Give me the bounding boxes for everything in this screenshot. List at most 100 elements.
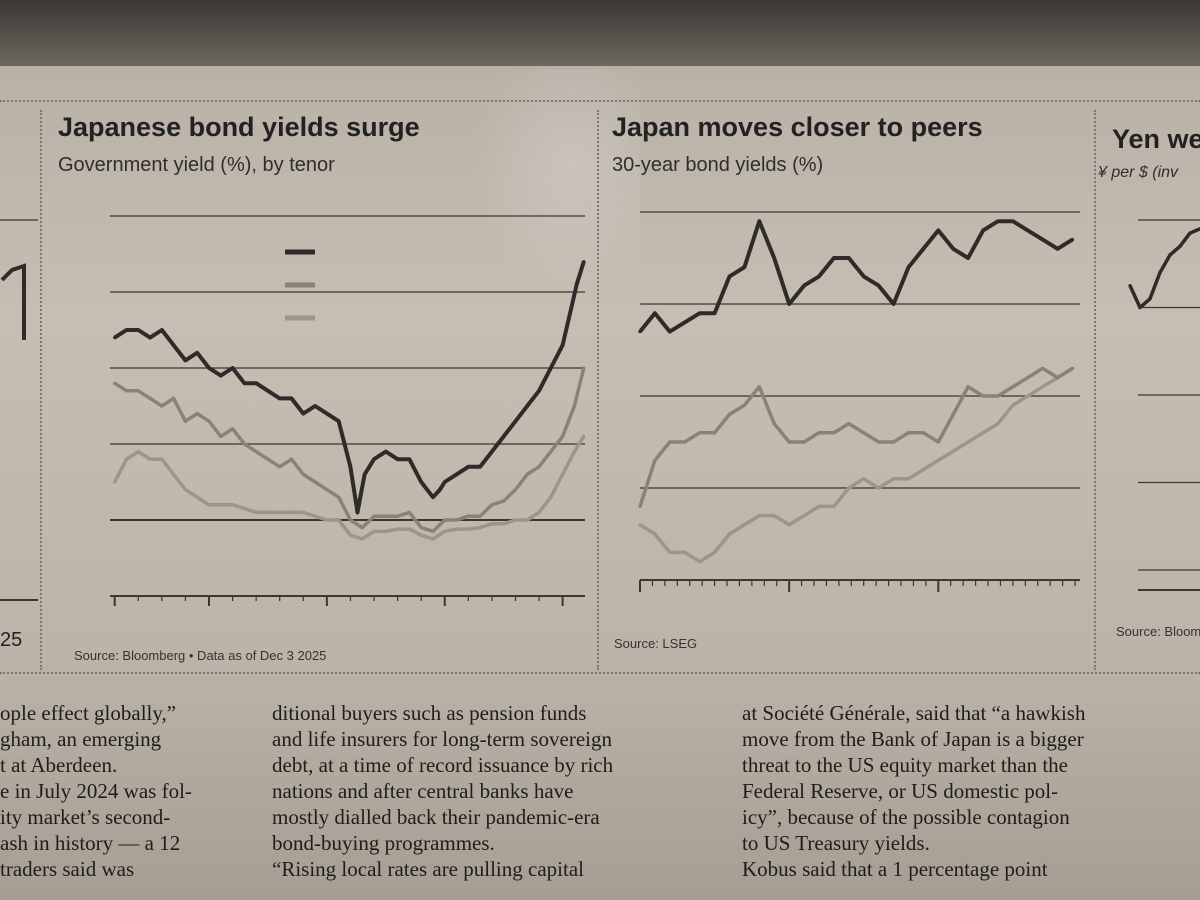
series-point-30y xyxy=(575,282,579,286)
series-point-30y xyxy=(396,457,400,461)
series-point-usdjpy xyxy=(1148,297,1152,301)
series-point-us xyxy=(921,247,925,251)
series-point-2y xyxy=(419,533,423,537)
series-point-japan xyxy=(638,523,642,527)
article-line: icy”, because of the possible contagion xyxy=(742,805,1070,829)
series-point-30y xyxy=(466,465,470,469)
series-point-10y xyxy=(113,381,117,385)
bottom-rule xyxy=(0,672,1200,674)
article-line: Kobus said that a 1 percentage point xyxy=(742,857,1048,881)
series-point-us xyxy=(906,265,911,269)
paper-crease xyxy=(470,70,640,300)
series-point-30y xyxy=(384,450,388,454)
series-point-germany xyxy=(698,431,702,435)
series-point-30y xyxy=(438,488,442,492)
series-point-us xyxy=(1026,228,1030,232)
series-point-2y xyxy=(407,527,411,531)
series-point-usdjpy xyxy=(1178,244,1182,248)
series-point-2y xyxy=(266,510,270,514)
article-line: Federal Reserve, or US domestic pol- xyxy=(742,779,1059,803)
series-point-10y xyxy=(525,472,529,476)
series-point-germany xyxy=(847,422,851,426)
series-point-10y xyxy=(372,514,376,518)
series-point-2y xyxy=(231,503,235,507)
series-point-japan xyxy=(847,486,851,490)
series-point-10y xyxy=(582,366,586,370)
series-point-germany xyxy=(892,440,896,444)
series-point-30y xyxy=(113,336,117,340)
article-line: at Société Générale, said that “a hawkis… xyxy=(742,701,1086,725)
article-line: t at Aberdeen. xyxy=(0,753,118,777)
series-line-30y xyxy=(113,261,586,515)
series-point-30y xyxy=(124,328,129,332)
series-point-2y xyxy=(254,510,258,514)
series-point-germany xyxy=(757,385,761,389)
series-point-us xyxy=(936,228,940,232)
series-point-japan xyxy=(727,532,732,536)
chart-subtitle-right: ¥ per $ (inv xyxy=(1098,164,1179,181)
series-point-us xyxy=(727,274,732,278)
series-point-germany xyxy=(1041,366,1045,370)
series-point-japan xyxy=(1026,394,1030,398)
series-point-usdjpy xyxy=(1168,253,1172,257)
series-point-10y xyxy=(396,514,400,518)
series-point-30y xyxy=(431,495,435,499)
series-point-10y xyxy=(407,510,411,514)
series-point-germany xyxy=(1026,376,1030,380)
series-point-10y xyxy=(490,503,494,507)
series-point-japan xyxy=(787,523,791,527)
series-point-30y xyxy=(266,389,270,393)
series-point-30y xyxy=(195,351,199,355)
series-point-30y xyxy=(160,328,164,332)
series-point-usdjpy xyxy=(1128,284,1132,288)
series-point-2y xyxy=(525,518,529,522)
series-point-germany xyxy=(1056,376,1060,380)
series-point-2y xyxy=(136,450,140,454)
series-point-2y xyxy=(278,510,282,514)
series-point-10y xyxy=(466,514,470,518)
series-point-10y xyxy=(266,457,270,461)
series-point-us xyxy=(862,274,866,278)
chart-source-right: Source: Bloom xyxy=(1116,624,1200,639)
series-point-japan xyxy=(832,504,836,508)
series-point-us xyxy=(802,284,806,288)
series-point-us xyxy=(757,219,761,223)
series-point-japan xyxy=(772,514,776,518)
series-point-30y xyxy=(454,472,459,476)
divider-middle xyxy=(597,110,599,670)
series-point-30y xyxy=(348,465,352,469)
series-point-us xyxy=(698,311,702,315)
series-point-2y xyxy=(124,457,129,461)
series-point-usdjpy xyxy=(1188,231,1192,235)
series-point-japan xyxy=(1011,403,1015,407)
series-point-us xyxy=(787,302,791,306)
series-line-us xyxy=(638,219,1074,334)
article-line: move from the Bank of Japan is a bigger xyxy=(742,727,1084,751)
series-point-30y xyxy=(148,336,152,340)
series-point-10y xyxy=(195,412,199,416)
edge-tick-label: 25 xyxy=(0,629,22,651)
series-point-germany xyxy=(877,440,881,444)
series-point-us xyxy=(966,256,970,260)
series-point-30y xyxy=(301,412,305,416)
series-point-2y xyxy=(301,510,305,514)
series-point-us xyxy=(981,228,985,232)
series-point-2y xyxy=(289,510,294,514)
chart-title-middle: Japan moves closer to peers xyxy=(612,112,983,142)
series-point-10y xyxy=(242,442,246,446)
series-point-germany xyxy=(966,385,970,389)
series-point-30y xyxy=(561,343,565,347)
series-point-2y xyxy=(160,457,164,461)
series-point-30y xyxy=(207,366,211,370)
series-point-2y xyxy=(466,527,470,531)
series-point-2y xyxy=(348,533,352,537)
series-point-10y xyxy=(337,495,341,499)
chart-source-middle: Source: LSEG xyxy=(614,636,698,651)
series-point-2y xyxy=(172,472,176,476)
series-point-japan xyxy=(862,477,866,481)
series-point-10y xyxy=(325,488,329,492)
series-point-10y xyxy=(431,529,435,533)
article-line: mostly dialled back their pandemic-era xyxy=(272,805,600,829)
edge-chart-fragment: 25 xyxy=(0,219,38,651)
article-line: e in July 2024 was fol- xyxy=(0,779,192,803)
